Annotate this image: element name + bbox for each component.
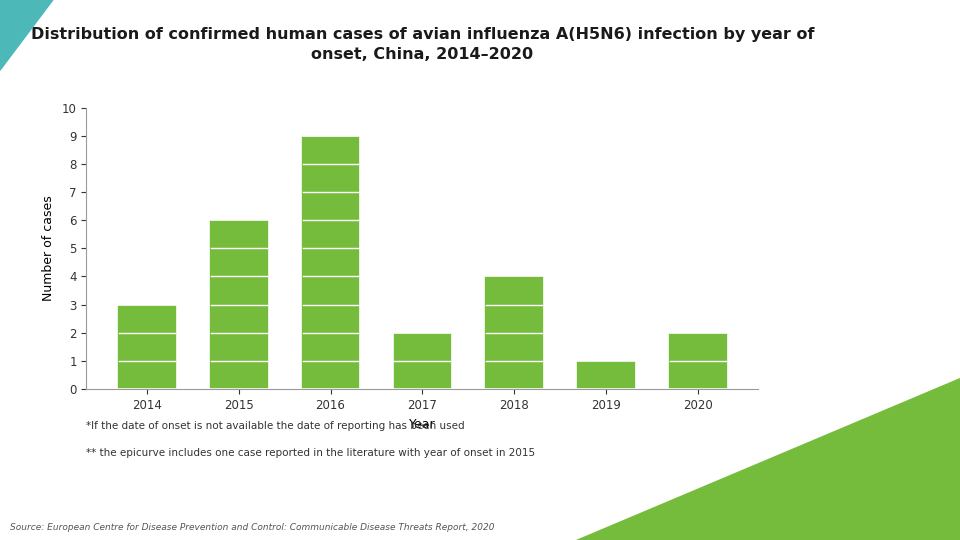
Bar	[576, 361, 636, 389]
Bar	[300, 136, 360, 389]
Bar	[668, 333, 728, 389]
Y-axis label: Number of cases: Number of cases	[42, 195, 55, 301]
Bar	[209, 220, 269, 389]
Text: ** the epicurve includes one case reported in the literature with year of onset : ** the epicurve includes one case report…	[86, 448, 536, 458]
X-axis label: Year: Year	[409, 418, 436, 431]
Text: Distribution of confirmed human cases of avian influenza A(H5N6) infection by ye: Distribution of confirmed human cases of…	[31, 27, 814, 62]
Bar	[393, 333, 452, 389]
Text: Source: European Centre for Disease Prevention and Control: Communicable Disease: Source: European Centre for Disease Prev…	[10, 523, 494, 532]
Bar	[117, 305, 177, 389]
Text: 7: 7	[912, 511, 922, 525]
Text: *If the date of onset is not available the date of reporting has been used: *If the date of onset is not available t…	[86, 421, 465, 431]
Bar	[485, 276, 544, 389]
